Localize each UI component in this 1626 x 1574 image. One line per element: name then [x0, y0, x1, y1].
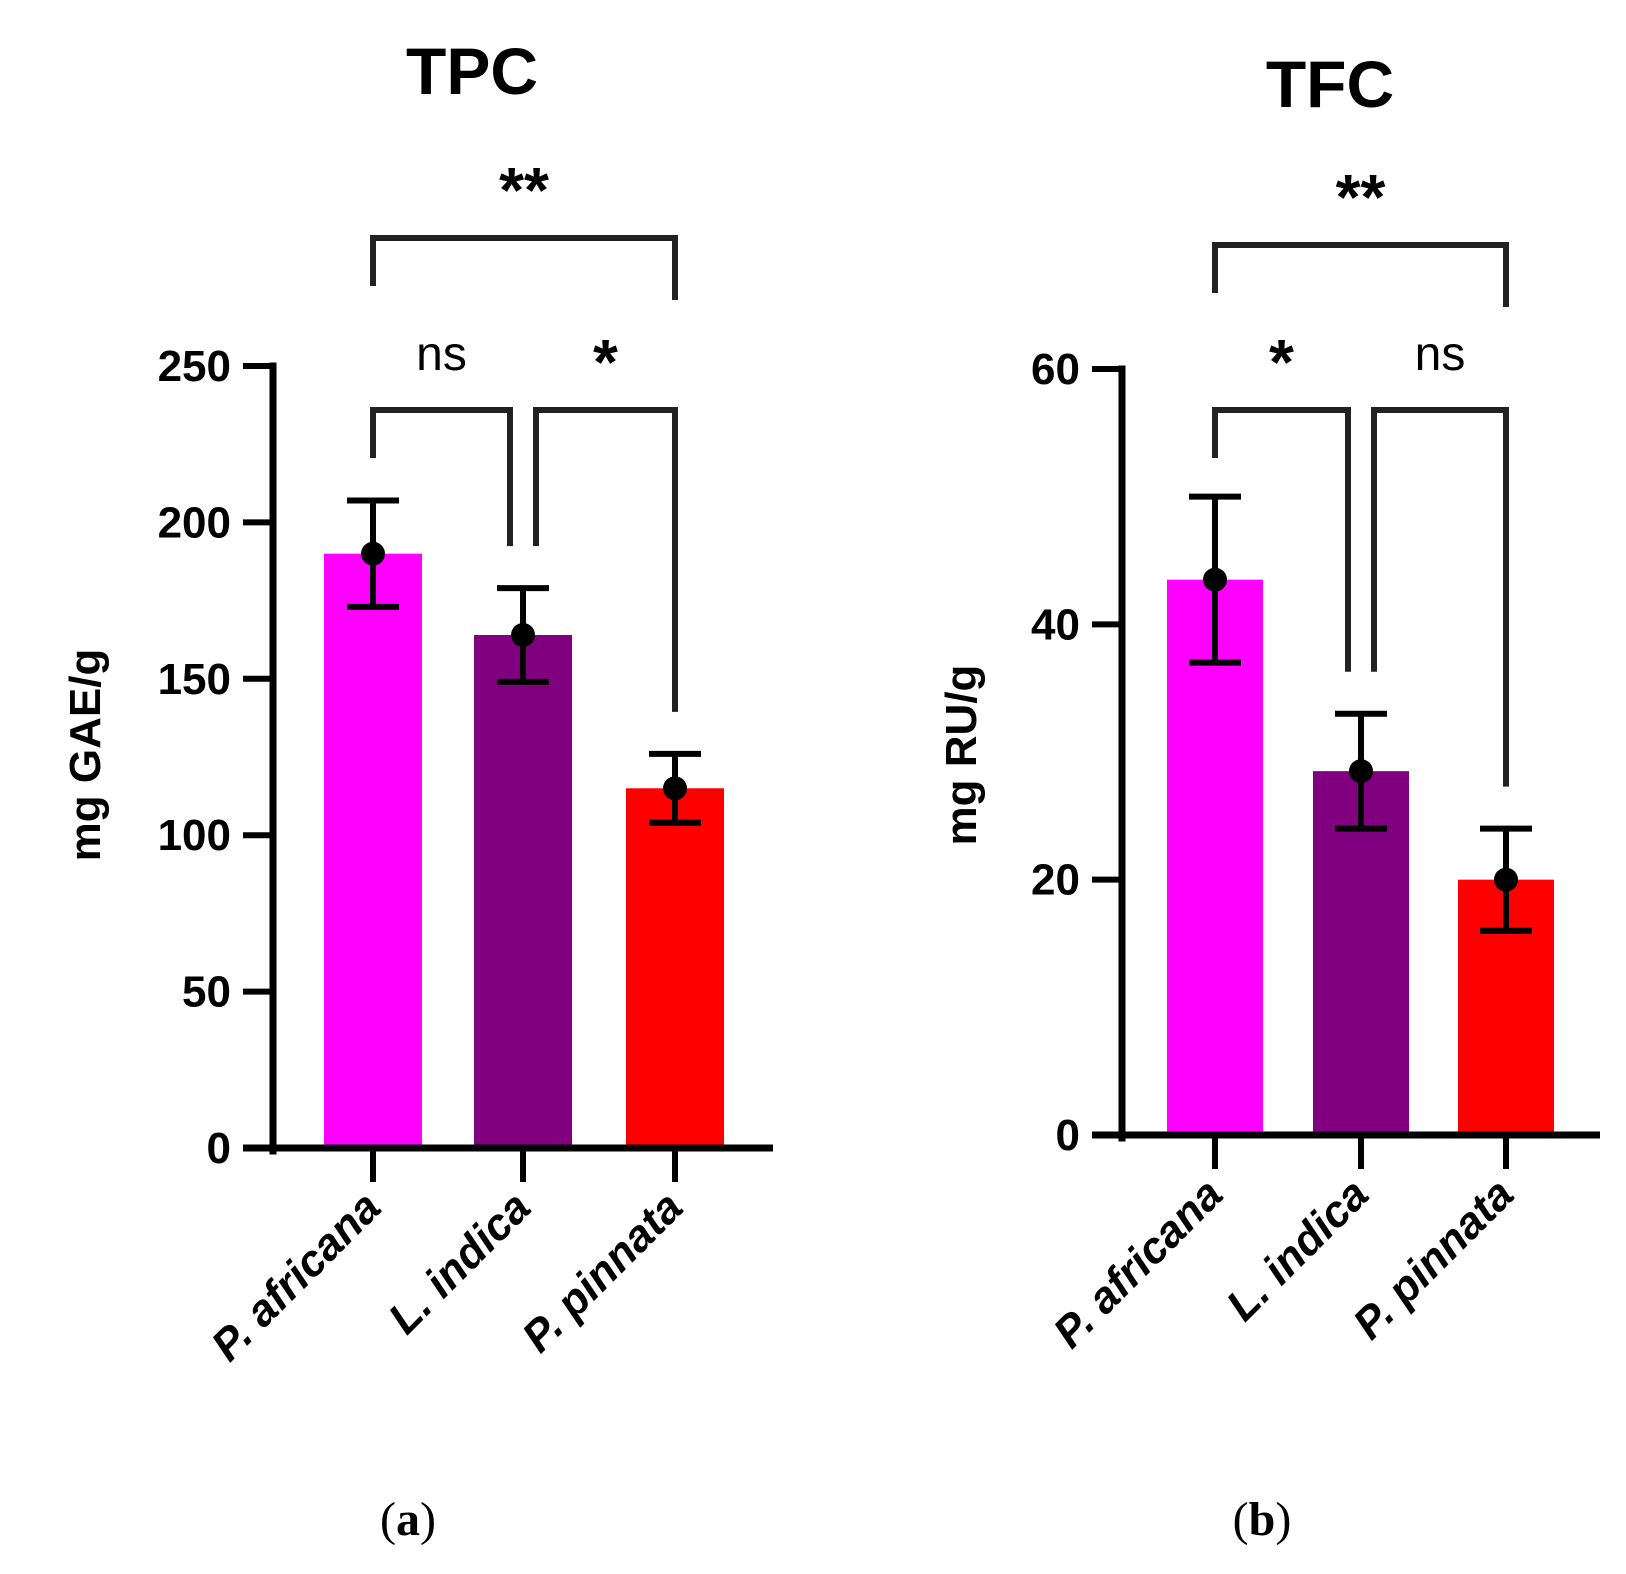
panel-label-close: ): [1275, 1493, 1291, 1546]
y-tick-label: 0: [207, 1124, 231, 1173]
panel-label-open: (: [1233, 1493, 1249, 1546]
chart-title: TPC: [406, 34, 538, 108]
y-tick-label: 250: [158, 342, 231, 391]
significance-label: ns: [1415, 328, 1466, 381]
panel-label-letter: b: [1249, 1493, 1276, 1546]
significance-label: *: [593, 326, 618, 398]
data-point: [1203, 567, 1227, 592]
y-tick-label: 100: [158, 811, 231, 860]
data-point: [511, 623, 535, 648]
y-tick-label: 150: [158, 655, 231, 704]
x-tick-label: L. indica: [379, 1182, 540, 1343]
significance-bracket: [1212, 407, 1351, 672]
x-tick-label: P. pinnata: [1344, 1169, 1523, 1348]
significance-bracket: [533, 407, 678, 712]
significance-bracket: [370, 407, 513, 547]
y-tick-label: 50: [182, 968, 231, 1017]
data-point: [1494, 867, 1518, 892]
chart-title: TFC: [1266, 47, 1394, 121]
significance-bracket: [1212, 242, 1509, 307]
y-tick-label: 0: [1056, 1111, 1080, 1160]
x-tick-label: P. africana: [202, 1182, 390, 1370]
panel-label-letter: a: [396, 1493, 420, 1546]
significance-label: **: [1336, 161, 1386, 233]
bar: [1167, 579, 1263, 1135]
y-tick-label: 60: [1031, 345, 1080, 394]
y-axis-label: mg GAE/g: [61, 649, 110, 862]
y-tick-label: 40: [1031, 600, 1080, 649]
data-point: [361, 541, 385, 566]
data-point: [1349, 759, 1373, 784]
x-tick-label: P. pinnata: [513, 1182, 692, 1361]
y-tick-label: 20: [1031, 856, 1080, 905]
bar: [1313, 771, 1409, 1135]
x-tick-label: P. africana: [1044, 1169, 1232, 1357]
significance-bracket: [1371, 407, 1509, 787]
bar: [626, 788, 724, 1148]
panel-label: (a): [380, 1493, 436, 1546]
significance-label: **: [499, 154, 549, 226]
significance-label: *: [1269, 326, 1294, 398]
panel-label: (b): [1233, 1493, 1292, 1546]
y-axis-label: mg RU/g: [937, 665, 986, 846]
panel-label-open: (: [380, 1493, 396, 1546]
bar: [474, 635, 572, 1148]
panel-a-tpc-chart: TPC mg GAE/g (a) 0 50 100 150 200 250 P. afric…: [61, 34, 773, 1546]
bar: [324, 553, 422, 1148]
significance-label: ns: [416, 328, 467, 381]
data-point: [663, 776, 687, 801]
significance-bracket: [370, 235, 678, 300]
y-tick-label: 200: [158, 498, 231, 547]
panel-label-close: ): [420, 1493, 436, 1546]
